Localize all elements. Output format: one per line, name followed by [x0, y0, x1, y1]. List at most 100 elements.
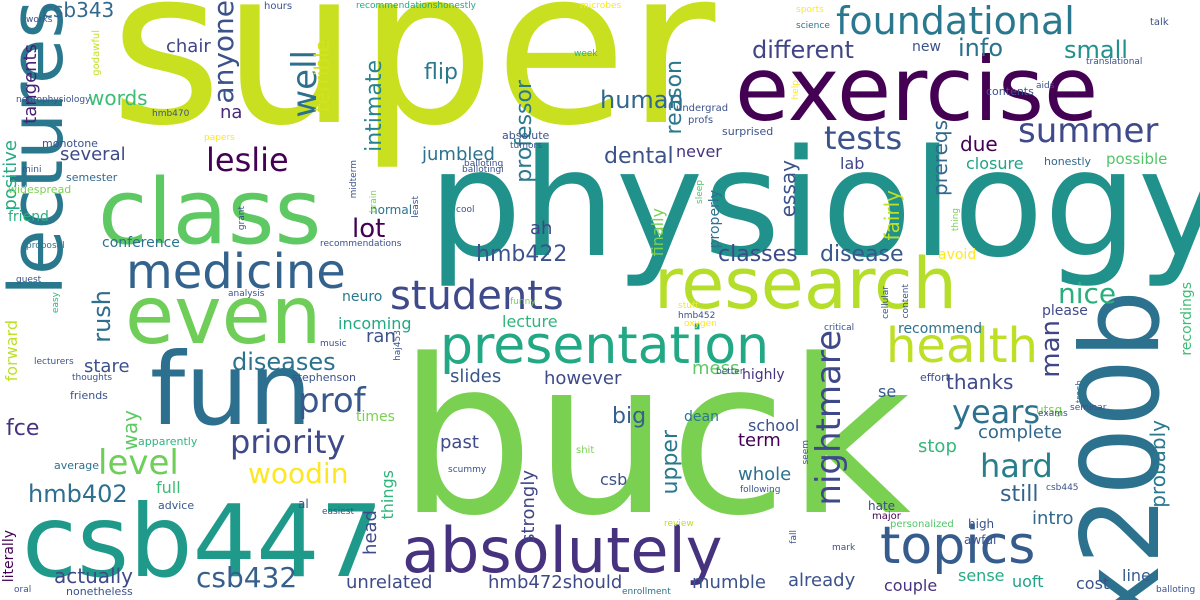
- word: undergrad: [676, 103, 729, 114]
- word: thing: [951, 208, 961, 232]
- word: stare: [84, 356, 130, 377]
- word: monotone: [42, 137, 98, 150]
- word: seem: [801, 440, 811, 465]
- word: week: [574, 49, 598, 59]
- word: least: [411, 196, 421, 218]
- word: way: [118, 410, 142, 451]
- word: guest: [16, 275, 42, 285]
- word: mess: [692, 358, 740, 379]
- word: times: [356, 409, 395, 425]
- word: different: [752, 36, 854, 64]
- word: critical: [824, 323, 855, 333]
- word: music: [320, 339, 347, 349]
- word: tests: [824, 119, 903, 157]
- word: rush: [88, 290, 116, 343]
- word: whole: [738, 464, 792, 485]
- word: small: [1064, 36, 1128, 64]
- word: thoughts: [72, 373, 113, 383]
- word: proposal: [26, 241, 65, 251]
- word: actually: [54, 564, 133, 588]
- word: priority: [230, 423, 346, 461]
- word: summer: [1018, 111, 1159, 151]
- word: trash: [1075, 380, 1085, 404]
- word: cool: [456, 205, 475, 215]
- word: mark: [832, 543, 856, 553]
- word: shit: [576, 445, 595, 456]
- word: hmb470: [152, 109, 190, 119]
- word: dental: [604, 144, 674, 169]
- word: major: [872, 511, 901, 522]
- word: csb432: [196, 561, 298, 594]
- word: essay: [776, 160, 800, 218]
- word: neuro: [342, 289, 383, 305]
- word: high: [968, 517, 995, 531]
- word: recommendationshonestly: [356, 1, 476, 11]
- word: anyone: [207, 0, 240, 104]
- word: man: [1036, 320, 1066, 378]
- word: funny: [510, 297, 536, 307]
- word: al: [298, 497, 309, 511]
- word: enrollment: [622, 587, 671, 597]
- word: strongly: [518, 470, 539, 543]
- word: oral: [14, 585, 32, 595]
- word: words: [88, 86, 148, 110]
- word: incoming: [338, 314, 412, 333]
- word: hmb472should: [488, 572, 623, 593]
- word: lecturers: [34, 357, 74, 367]
- word: csb: [600, 470, 628, 489]
- word: average: [54, 459, 100, 472]
- word: nightmare: [809, 330, 849, 506]
- word: stuff: [678, 301, 699, 311]
- word: fce: [6, 416, 40, 441]
- word: effort: [920, 371, 950, 384]
- word: csb343: [42, 0, 115, 22]
- word: aids: [1036, 81, 1055, 91]
- word: health: [886, 318, 1038, 374]
- word: fall: [789, 530, 799, 544]
- word: midterm: [349, 160, 359, 199]
- word: absolutely: [402, 514, 723, 587]
- word: reason: [662, 60, 687, 135]
- word: conference: [102, 235, 180, 251]
- word: csb447: [22, 483, 384, 600]
- word: translational: [1086, 57, 1143, 67]
- word: closure: [966, 154, 1024, 173]
- word: thanks: [946, 370, 1014, 394]
- word: haj453: [393, 330, 403, 361]
- word: personalized: [890, 519, 954, 530]
- word: content: [901, 284, 911, 319]
- word: properly: [707, 190, 723, 249]
- word: godawful: [91, 30, 102, 76]
- word: science: [796, 21, 830, 31]
- word: possible: [1106, 150, 1168, 168]
- word: hard: [980, 447, 1053, 485]
- word: fun: [150, 331, 312, 448]
- word: buck: [398, 314, 912, 563]
- word: term: [738, 430, 781, 451]
- word: already: [788, 570, 856, 591]
- word: physiology: [428, 118, 1200, 290]
- word: easiest: [322, 507, 354, 517]
- word: prereqs: [928, 120, 952, 196]
- word: fairly: [880, 190, 904, 241]
- word: following: [740, 485, 781, 495]
- word: super: [110, 0, 716, 173]
- word: literally: [1, 530, 17, 583]
- word: hmb422: [476, 242, 568, 267]
- word: topics: [880, 516, 1036, 576]
- word: mumble: [692, 572, 766, 593]
- word: csb445: [1046, 483, 1079, 493]
- word: balloting: [464, 159, 504, 169]
- word: exercise: [735, 38, 1099, 141]
- word: diseases: [232, 348, 336, 376]
- word: terrible: [310, 40, 334, 113]
- word: contents: [986, 85, 1034, 98]
- word: cellular: [881, 286, 891, 319]
- word: big: [612, 404, 647, 429]
- word: jumbled: [422, 144, 495, 165]
- word: forward: [2, 320, 21, 382]
- word: probably: [1146, 420, 1170, 508]
- word: still: [1000, 482, 1039, 507]
- word: woodin: [248, 457, 349, 490]
- word: recommendations: [320, 239, 402, 249]
